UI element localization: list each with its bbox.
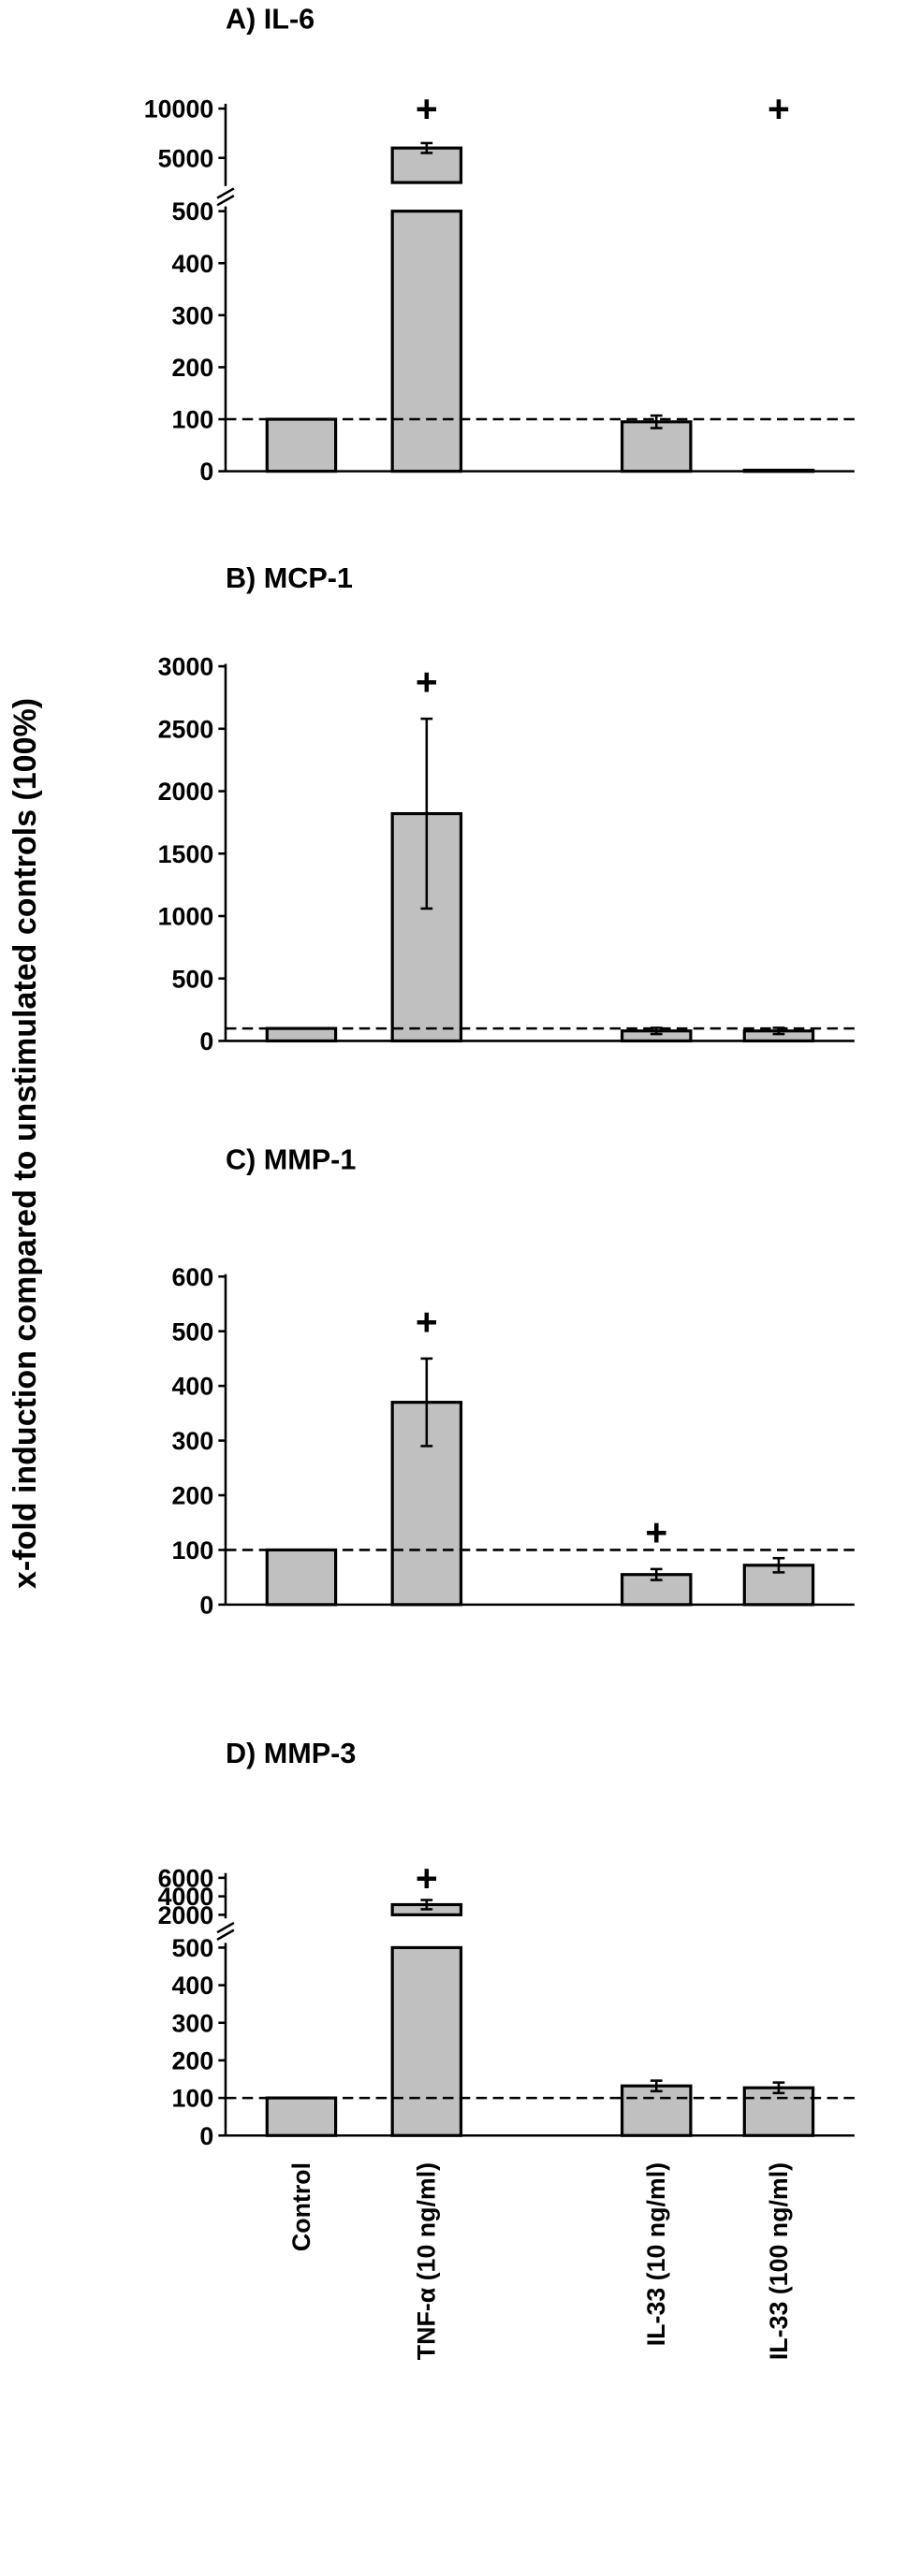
x-category-label: Control	[287, 2162, 315, 2251]
y-tick-label: 2000	[158, 1901, 214, 1929]
y-tick-label: 6000	[158, 1864, 214, 1892]
y-tick-label: 0	[199, 1027, 213, 1055]
significance-marker: +	[416, 1856, 438, 1899]
x-category-label: IL-33 (10 ng/ml)	[642, 2162, 670, 2346]
y-tick-label: 1000	[158, 903, 214, 931]
y-axis-label: x-fold induction compared to unstimulate…	[7, 698, 43, 1589]
y-tick-label: 4000	[158, 1883, 214, 1911]
x-label-root: Control TNF-α (10 ng/ml) IL-33 (10 ng/ml) I…	[287, 2162, 793, 2360]
panel-title: A) IL-6	[226, 4, 315, 36]
y-tick-label: 100	[172, 2085, 214, 2113]
y-tick-label: 500	[172, 197, 214, 226]
bar	[621, 2084, 693, 2137]
y-tick-label: 500	[172, 1934, 214, 1962]
significance-marker: +	[416, 661, 438, 704]
y-tick-label: 200	[172, 1482, 214, 1510]
axis-break-mark	[216, 194, 235, 207]
y-tick-label: 400	[172, 1972, 214, 2000]
y-tick-label: 300	[172, 2009, 214, 2037]
panel-title: B) MCP-1	[226, 562, 353, 594]
bar	[265, 2096, 338, 2137]
y-tick-label: 2000	[158, 778, 214, 806]
y-tick-label: 10000	[144, 95, 213, 124]
y-tick-label: 500	[172, 1317, 214, 1346]
x-category-label: TNF-α (10 ng/ml)	[413, 2162, 441, 2360]
y-tick-label: 400	[172, 250, 214, 278]
significance-marker: +	[645, 1510, 667, 1553]
panel-title: C) MMP-1	[226, 1144, 356, 1176]
y-tick-label: 100	[172, 406, 214, 434]
y-tick-label: 300	[172, 301, 214, 329]
y-tick-label: 300	[172, 1427, 214, 1455]
significance-marker: +	[416, 87, 438, 130]
bar	[742, 468, 815, 473]
panel-3: C) MMP-1 0 100 200 300 400 500 600 + +	[172, 1144, 855, 1619]
y-tick-label: 5000	[158, 144, 214, 172]
bar	[265, 417, 338, 473]
axis-break-mark	[216, 1921, 235, 1934]
bar	[390, 811, 463, 1043]
y-tick-label: 100	[172, 1536, 214, 1565]
y-tick-label: 200	[172, 2046, 214, 2074]
axis-break-mark	[216, 187, 235, 199]
axis-break-mark	[216, 1928, 235, 1941]
y-tick-label: 200	[172, 354, 214, 382]
y-tick-label: 0	[199, 1591, 213, 1619]
bar-lower-segment	[390, 1945, 463, 2137]
y-tick-label: 500	[172, 965, 214, 993]
x-axis-category-labels: Control TNF-α (10 ng/ml) IL-33 (10 ng/ml) I…	[287, 2162, 793, 2360]
significance-marker: +	[768, 87, 790, 130]
panel-1: A) IL-6 0 100 200 300 400 500 5000 10000 + +	[144, 4, 855, 486]
bar	[265, 1548, 338, 1607]
panel-2: B) MCP-1 0 500 1000 1500 2000 2500 3000 +	[158, 562, 855, 1055]
bar	[265, 1026, 338, 1043]
significance-marker: +	[416, 1300, 438, 1343]
y-tick-label: 2500	[158, 715, 214, 743]
y-tick-label: 1500	[158, 840, 214, 868]
y-tick-label: 0	[199, 458, 213, 486]
y-tick-label: 3000	[158, 653, 214, 681]
y-tick-label: 0	[199, 2122, 213, 2150]
panel-title: D) MMP-3	[226, 1738, 356, 1769]
bar-upper-segment	[390, 146, 463, 184]
y-tick-label: 600	[172, 1263, 214, 1291]
y-tick-label: 400	[172, 1373, 214, 1401]
bar	[742, 2086, 815, 2137]
x-category-label: IL-33 (100 ng/ml)	[765, 2162, 793, 2360]
bar-lower-segment	[390, 210, 463, 473]
